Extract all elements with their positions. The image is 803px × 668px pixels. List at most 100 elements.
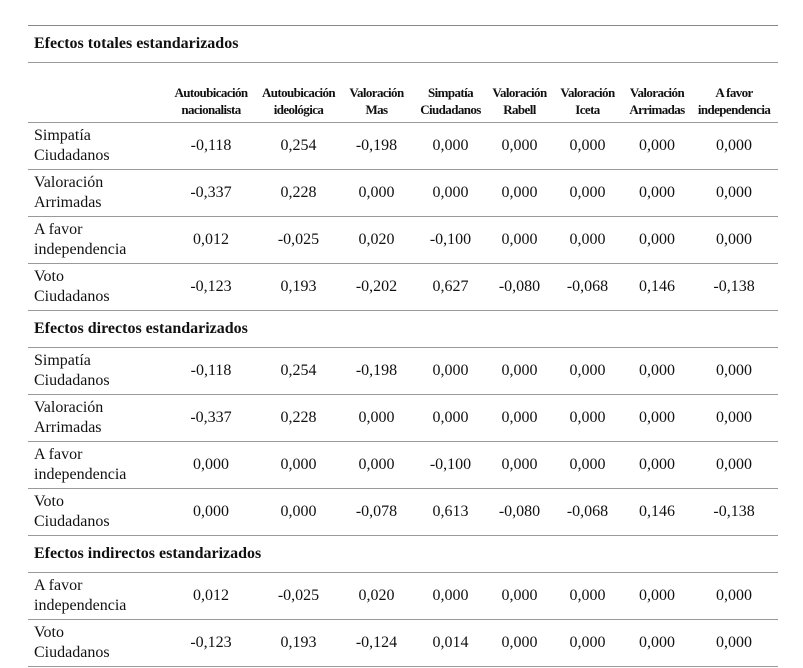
column-header: Autoubicación nacionalista bbox=[165, 62, 257, 123]
text-line: independencia bbox=[34, 466, 127, 483]
value-cell: 0,000 bbox=[551, 394, 624, 442]
column-header: Valoración Mas bbox=[340, 62, 413, 123]
value-cell: 0,000 bbox=[340, 394, 413, 442]
table-row: Simpatía Ciudadanos -0,118 0,254 -0,198 0,000… bbox=[28, 122, 779, 170]
value-cell: -0,202 bbox=[340, 263, 413, 311]
value-cell: 0,000 bbox=[165, 441, 257, 489]
column-header: A favor independencia bbox=[690, 62, 779, 123]
value-cell: 0,000 bbox=[624, 619, 690, 667]
value-cell: 0,000 bbox=[624, 441, 690, 489]
row-label: A favor independencia bbox=[28, 572, 165, 620]
section-title-row: Efectos directos estandarizados bbox=[28, 310, 779, 348]
value-cell: 0,000 bbox=[551, 441, 624, 489]
text-line: Ciudadanos bbox=[34, 644, 110, 661]
value-cell: -0,198 bbox=[340, 347, 413, 395]
column-header: Valoración Iceta bbox=[551, 62, 624, 123]
row-label: Voto Ciudadanos bbox=[28, 619, 165, 667]
value-cell: -0,080 bbox=[488, 263, 551, 311]
value-cell: 0,000 bbox=[488, 441, 551, 489]
text-line: nacionalista bbox=[181, 102, 241, 117]
text-line: Simpatía bbox=[34, 352, 91, 369]
section-title: Efectos directos estandarizados bbox=[28, 310, 779, 348]
value-cell: 0,020 bbox=[340, 572, 413, 620]
value-cell: -0,337 bbox=[165, 169, 257, 217]
value-cell: -0,068 bbox=[551, 488, 624, 536]
value-cell: 0,000 bbox=[551, 572, 624, 620]
text-line: Ciudadanos bbox=[420, 102, 481, 117]
value-cell: 0,000 bbox=[624, 394, 690, 442]
text-line: Voto bbox=[34, 624, 64, 641]
row-label: Valoración Arrimadas bbox=[28, 394, 165, 442]
value-cell: 0,146 bbox=[624, 263, 690, 311]
row-label: Simpatía Ciudadanos bbox=[28, 347, 165, 395]
text-line: Arrimadas bbox=[629, 102, 685, 117]
value-cell: 0,000 bbox=[340, 441, 413, 489]
text-line: Valoración bbox=[560, 85, 615, 100]
section-title-row: Efectos indirectos estandarizados bbox=[28, 535, 779, 573]
value-cell: 0,000 bbox=[165, 488, 257, 536]
value-cell: -0,100 bbox=[413, 441, 488, 489]
section-title: Efectos indirectos estandarizados bbox=[28, 535, 779, 573]
text-line: Arrimadas bbox=[34, 419, 102, 436]
column-header: Autoubicación ideológica bbox=[257, 62, 340, 123]
text-line: Rabell bbox=[503, 102, 536, 117]
text-line: Valoración bbox=[349, 85, 404, 100]
value-cell: 0,000 bbox=[413, 122, 488, 170]
value-cell: -0,337 bbox=[165, 394, 257, 442]
text-line: Simpatía bbox=[427, 85, 474, 100]
value-cell: -0,198 bbox=[340, 122, 413, 170]
value-cell: 0,000 bbox=[624, 169, 690, 217]
text-line: Ciudadanos bbox=[34, 147, 110, 164]
text-line: Mas bbox=[365, 102, 388, 117]
table-row: Valoración Arrimadas -0,337 0,228 0,000 0,000… bbox=[28, 169, 779, 217]
value-cell: -0,123 bbox=[165, 263, 257, 311]
value-cell: 0,627 bbox=[413, 263, 488, 311]
text-line: ideológica bbox=[273, 102, 324, 117]
text-line: Valoración bbox=[34, 174, 104, 191]
value-cell: 0,000 bbox=[413, 347, 488, 395]
value-cell: 0,000 bbox=[257, 488, 340, 536]
row-label: Simpatía Ciudadanos bbox=[28, 122, 165, 170]
value-cell: 0,613 bbox=[413, 488, 488, 536]
value-cell: 0,000 bbox=[340, 169, 413, 217]
text-line: Autoubicación bbox=[261, 85, 336, 100]
value-cell: -0,138 bbox=[690, 263, 779, 311]
table-row: A favor independencia 0,000 0,000 0,000 -0,10… bbox=[28, 441, 779, 489]
value-cell: -0,124 bbox=[340, 619, 413, 667]
value-cell: 0,000 bbox=[624, 572, 690, 620]
value-cell: 0,254 bbox=[257, 347, 340, 395]
column-header: Valoración Arrimadas bbox=[624, 62, 690, 123]
text-line: Voto bbox=[34, 268, 64, 285]
text-line: Ciudadanos bbox=[34, 288, 110, 305]
value-cell: 0,000 bbox=[690, 216, 779, 264]
value-cell: 0,000 bbox=[413, 572, 488, 620]
value-cell: 0,000 bbox=[488, 572, 551, 620]
effects-table: Efectos totales estandarizados Autoubicac… bbox=[28, 25, 779, 667]
table-row: Voto Ciudadanos -0,123 0,193 -0,202 0,627 -0,0… bbox=[28, 263, 779, 311]
value-cell: 0,146 bbox=[624, 488, 690, 536]
value-cell: -0,080 bbox=[488, 488, 551, 536]
value-cell: -0,123 bbox=[165, 619, 257, 667]
text-line: Iceta bbox=[575, 102, 600, 117]
value-cell: 0,020 bbox=[340, 216, 413, 264]
table-row: Valoración Arrimadas -0,337 0,228 0,000 0,000… bbox=[28, 394, 779, 442]
value-cell: -0,068 bbox=[551, 263, 624, 311]
value-cell: 0,000 bbox=[551, 347, 624, 395]
text-line: Valoración bbox=[34, 399, 104, 416]
value-cell: 0,000 bbox=[413, 169, 488, 217]
row-label: Voto Ciudadanos bbox=[28, 263, 165, 311]
column-header: Simpatía Ciudadanos bbox=[413, 62, 488, 123]
text-line: A favor bbox=[34, 221, 83, 238]
text-line: Ciudadanos bbox=[34, 513, 110, 530]
table-row: A favor independencia 0,012 -0,025 0,020 0,00… bbox=[28, 572, 779, 620]
value-cell: 0,000 bbox=[488, 122, 551, 170]
value-cell: 0,193 bbox=[257, 619, 340, 667]
text-line: A favor bbox=[715, 85, 753, 100]
value-cell: -0,118 bbox=[165, 122, 257, 170]
value-cell: 0,000 bbox=[624, 216, 690, 264]
value-cell: 0,000 bbox=[690, 122, 779, 170]
row-label: Voto Ciudadanos bbox=[28, 488, 165, 536]
value-cell: 0,000 bbox=[413, 394, 488, 442]
value-cell: 0,193 bbox=[257, 263, 340, 311]
text-line: independencia bbox=[34, 241, 127, 258]
